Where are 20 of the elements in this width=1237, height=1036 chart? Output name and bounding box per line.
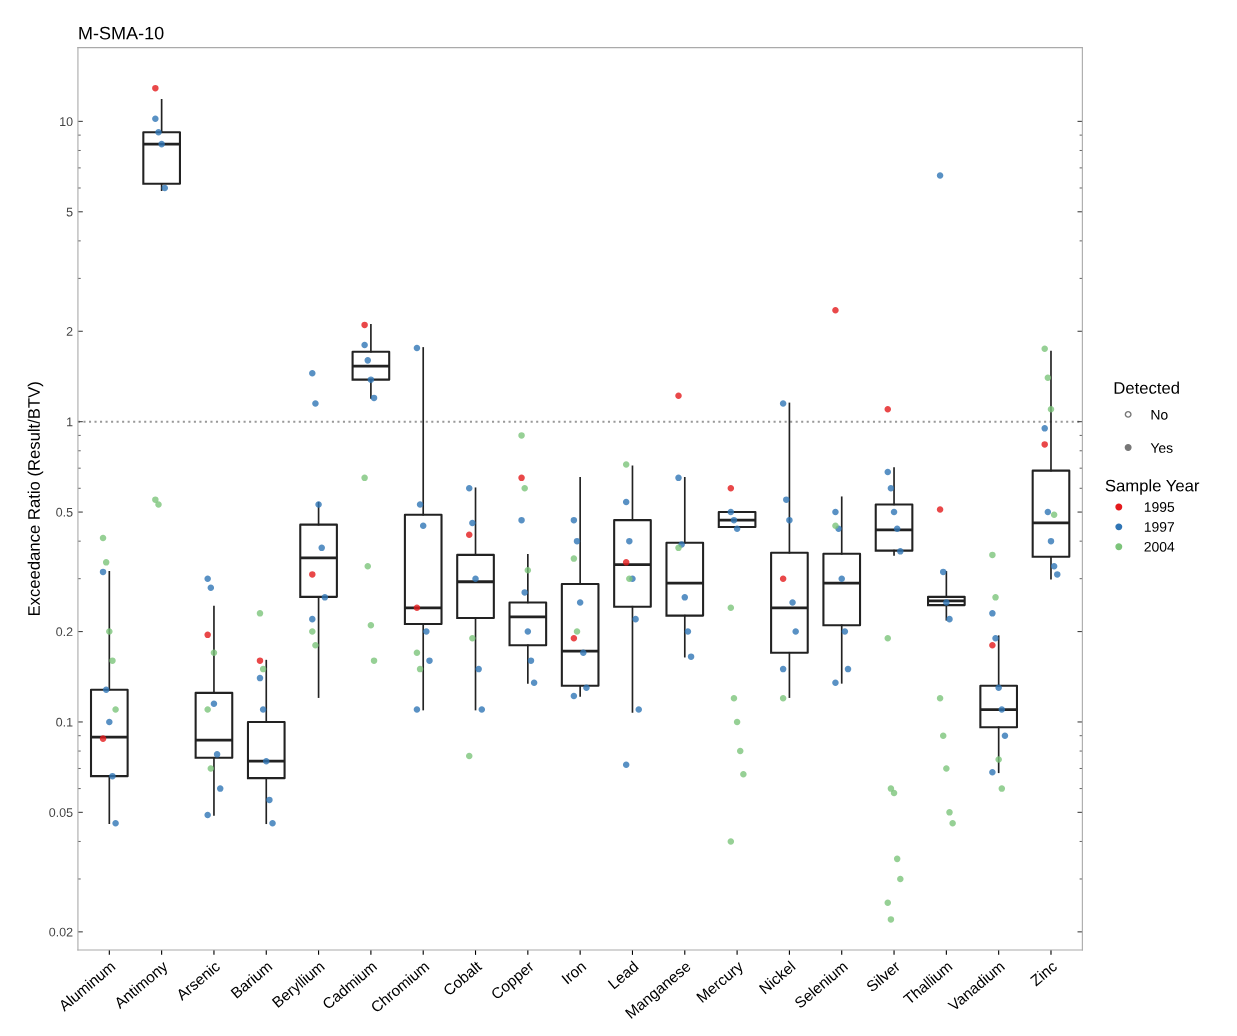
chart-title: M-SMA-10 (79, 26, 164, 40)
legend-label: 2004 (1144, 541, 1175, 552)
text: Yes (1150, 443, 1173, 453)
x-tick-label: Iron (561, 960, 587, 985)
text: Detected (1114, 381, 1179, 394)
y-tick-label: 1 (67, 417, 73, 427)
y-tick-label: 0.2 (56, 627, 73, 637)
y-tick-label: 2 (66, 327, 73, 336)
legend-title: Sample Year (1105, 479, 1200, 495)
y-tick-label: 0.5 (56, 507, 73, 517)
y-axis-title: Exceedance Ratio (Result/BTV) (27, 382, 44, 616)
x-tick-label: Zinc (1029, 959, 1058, 987)
legend-label: 1995 (1144, 502, 1175, 512)
y-tick-label: 0.02 (49, 927, 73, 937)
y-tick-label: 0.1 (56, 717, 73, 727)
y-tick-label: 0.05 (49, 808, 73, 818)
y-tick-label: 5 (66, 207, 73, 217)
legend-label: 1997 (1144, 522, 1175, 532)
y-tick-label: 10 (60, 117, 73, 127)
text: No (1151, 410, 1168, 420)
